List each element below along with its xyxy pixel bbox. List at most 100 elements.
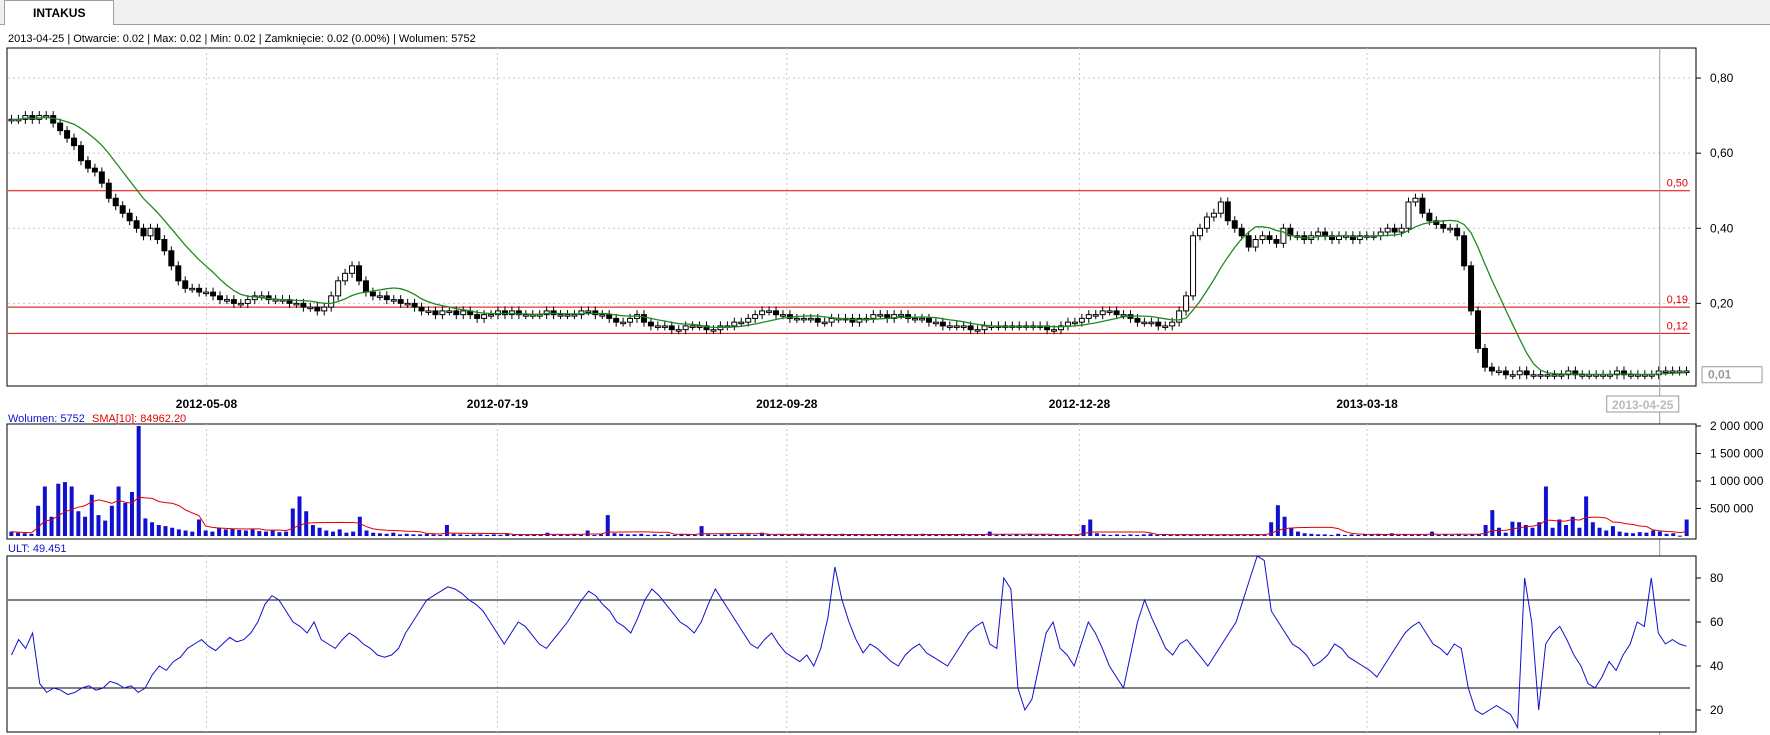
volume-bar[interactable]: [1188, 534, 1193, 536]
candle[interactable]: [800, 317, 807, 321]
volume-bar[interactable]: [444, 525, 449, 536]
volume-bar[interactable]: [1021, 534, 1026, 536]
candle[interactable]: [376, 295, 383, 298]
candle[interactable]: [349, 265, 356, 274]
volume-bar[interactable]: [786, 534, 791, 536]
candle[interactable]: [1259, 235, 1266, 241]
volume-bar[interactable]: [465, 534, 470, 536]
candle[interactable]: [77, 145, 84, 162]
candle[interactable]: [293, 302, 300, 306]
volume-bar[interactable]: [1463, 534, 1468, 536]
candle[interactable]: [154, 227, 161, 241]
candle[interactable]: [369, 291, 376, 297]
candle[interactable]: [1391, 227, 1398, 233]
volume-bar[interactable]: [820, 534, 825, 536]
candle[interactable]: [397, 299, 404, 304]
candle[interactable]: [1419, 197, 1426, 214]
volume-bar[interactable]: [1101, 534, 1106, 536]
volume-bar[interactable]: [672, 534, 677, 536]
volume-bar[interactable]: [1383, 534, 1388, 536]
volume-bar[interactable]: [954, 534, 959, 536]
volume-bar[interactable]: [1289, 527, 1294, 536]
volume-bar[interactable]: [270, 530, 275, 537]
volume-bar[interactable]: [277, 532, 282, 536]
candle[interactable]: [314, 306, 321, 312]
candle[interactable]: [918, 317, 925, 321]
candle[interactable]: [675, 329, 682, 332]
candle[interactable]: [1349, 235, 1356, 241]
volume-bar[interactable]: [196, 519, 201, 537]
volume-bar[interactable]: [1007, 534, 1012, 536]
candle[interactable]: [515, 310, 522, 316]
volume-bar[interactable]: [1497, 527, 1502, 536]
volume-bar[interactable]: [538, 534, 543, 536]
volume-bar[interactable]: [1074, 534, 1079, 536]
volume-bar[interactable]: [1423, 534, 1428, 536]
volume-bar[interactable]: [485, 534, 490, 536]
volume-bar[interactable]: [190, 531, 195, 536]
candle[interactable]: [1134, 317, 1141, 323]
candle[interactable]: [182, 280, 189, 289]
volume-bar[interactable]: [759, 532, 764, 536]
volume-bar[interactable]: [1295, 531, 1300, 536]
candle[interactable]: [335, 280, 342, 297]
candle[interactable]: [460, 310, 467, 316]
volume-bar[interactable]: [237, 529, 242, 536]
candle[interactable]: [1217, 201, 1224, 214]
candle[interactable]: [105, 182, 112, 199]
volume-bar[interactable]: [1577, 527, 1582, 536]
candle[interactable]: [779, 314, 786, 317]
candle[interactable]: [362, 280, 369, 293]
candle[interactable]: [543, 310, 550, 316]
candle[interactable]: [1051, 329, 1058, 332]
volume-bar[interactable]: [1671, 533, 1676, 536]
volume-bar[interactable]: [364, 530, 369, 537]
candle[interactable]: [168, 250, 175, 267]
volume-bar[interactable]: [498, 534, 503, 536]
candle[interactable]: [1064, 321, 1071, 327]
volume-bar[interactable]: [712, 534, 717, 536]
volume-bar[interactable]: [518, 534, 523, 536]
candle[interactable]: [189, 287, 196, 291]
candle[interactable]: [1384, 227, 1391, 233]
candle[interactable]: [585, 310, 592, 313]
candle[interactable]: [321, 306, 328, 312]
volume-bar[interactable]: [1416, 534, 1421, 536]
volume-bar[interactable]: [290, 508, 295, 537]
candle[interactable]: [599, 314, 606, 317]
candle[interactable]: [1572, 370, 1579, 376]
candle[interactable]: [654, 325, 661, 328]
volume-bar[interactable]: [96, 515, 101, 536]
candle[interactable]: [210, 291, 217, 297]
volume-bar[interactable]: [1436, 534, 1441, 536]
chart-area[interactable]: 2013-04-25 | Otwarcie: 0.02 | Max: 0.02 …: [0, 24, 1770, 735]
candle[interactable]: [1614, 370, 1621, 376]
tab-intakus[interactable]: INTAKUS: [4, 0, 115, 25]
candle[interactable]: [71, 137, 78, 147]
volume-bar[interactable]: [458, 534, 463, 536]
volume-bar[interactable]: [1597, 527, 1602, 536]
candle[interactable]: [1203, 216, 1210, 229]
volume-bar[interactable]: [411, 534, 416, 536]
candle[interactable]: [661, 325, 668, 328]
volume-bar[interactable]: [1048, 534, 1053, 536]
volume-bar[interactable]: [907, 534, 912, 536]
candle[interactable]: [939, 321, 946, 327]
volume-bar[interactable]: [779, 534, 784, 536]
volume-bar[interactable]: [384, 533, 389, 536]
candle[interactable]: [1329, 235, 1336, 241]
volume-bar[interactable]: [880, 534, 885, 536]
candle[interactable]: [738, 321, 745, 325]
volume-bar[interactable]: [592, 534, 597, 536]
volume-bar[interactable]: [243, 530, 248, 537]
candle[interactable]: [1231, 220, 1238, 229]
candle[interactable]: [404, 302, 411, 306]
candle[interactable]: [1315, 231, 1322, 237]
candle[interactable]: [161, 239, 168, 252]
volume-bar[interactable]: [1202, 534, 1207, 536]
candle[interactable]: [571, 314, 578, 317]
candle[interactable]: [203, 291, 210, 295]
candle[interactable]: [1683, 370, 1690, 373]
volume-bar[interactable]: [1275, 505, 1280, 536]
candle[interactable]: [446, 310, 453, 313]
